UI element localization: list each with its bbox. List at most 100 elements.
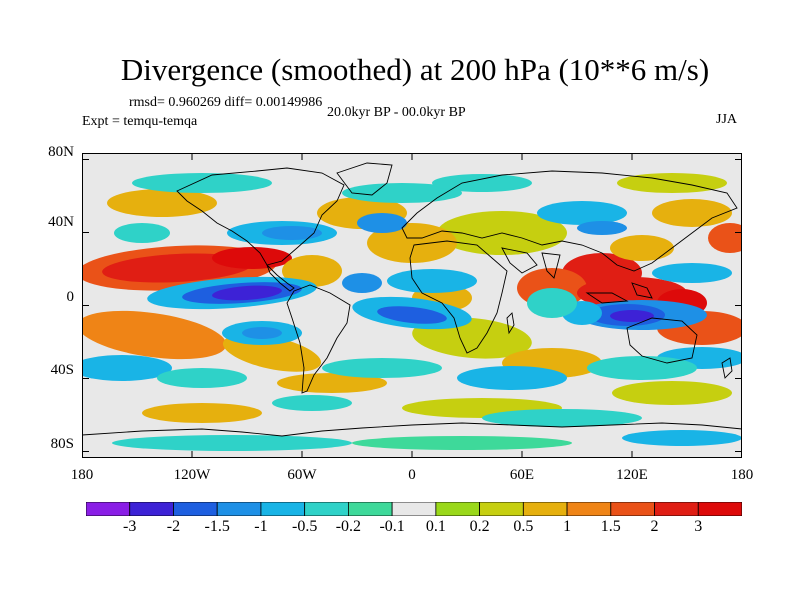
- contour-region: [457, 366, 567, 390]
- colorbar-swatch: [654, 502, 699, 516]
- contour-region: [342, 183, 462, 203]
- colorbar-label: -0.1: [379, 518, 405, 535]
- lon-label-120w: 120W: [173, 467, 211, 483]
- coastline: [631, 282, 653, 299]
- colorbar-label: -1: [254, 518, 268, 535]
- contour-region: [387, 269, 477, 293]
- colorbar-swatch: [216, 502, 262, 516]
- contour-region: [322, 358, 442, 378]
- lat-label-eq: 0: [66, 289, 75, 305]
- contour-region: [82, 355, 172, 381]
- contour-region: [622, 430, 742, 446]
- contour-region: [610, 310, 654, 322]
- lon-label-180w: 180: [70, 467, 94, 483]
- colorbar-swatch: [173, 502, 218, 516]
- contour-region: [262, 226, 322, 240]
- colorbar-label: 0.5: [513, 518, 534, 535]
- lon-label-60e: 60E: [509, 467, 535, 483]
- lon-label-180e: 180: [730, 467, 754, 483]
- colorbar-swatch: [435, 502, 481, 516]
- contour-region: [377, 306, 447, 324]
- stats-text: rmsd= 0.960269 diff= 0.00149986: [129, 95, 323, 110]
- coastline: [501, 247, 538, 274]
- lon-label-0: 0: [408, 467, 416, 483]
- colorbar-label: 1.5: [600, 518, 621, 535]
- contour-region: [242, 327, 282, 339]
- colorbar-label: 0.1: [425, 518, 446, 535]
- contour-region: [157, 368, 247, 388]
- colorbar-swatch: [391, 502, 437, 516]
- contour-region: [652, 199, 732, 227]
- season-label: JJA: [716, 112, 738, 127]
- contour-region: [132, 173, 272, 193]
- contour-region: [342, 273, 382, 293]
- colorbar-swatch: [566, 502, 612, 516]
- coastline: [176, 167, 345, 266]
- contour-region: [114, 223, 170, 243]
- coastline: [401, 170, 738, 272]
- colorbar-label: -2: [166, 518, 181, 535]
- coastline: [626, 317, 698, 364]
- colorbar-swatch: [86, 502, 131, 516]
- divergence-map: [82, 153, 742, 458]
- contour-region: [482, 409, 642, 427]
- contour-region: [277, 373, 387, 393]
- coastline: [266, 264, 295, 292]
- contour-region: [612, 381, 732, 405]
- contour-region: [610, 235, 674, 261]
- coastlines: [82, 162, 742, 437]
- contour-region: [587, 356, 697, 380]
- colorbar-label: -0.2: [335, 518, 362, 535]
- colorbar-swatch: [610, 502, 655, 516]
- coastline: [336, 162, 393, 196]
- colorbar-swatch: [260, 502, 306, 516]
- contour-region: [617, 173, 727, 193]
- map-title: Divergence (smoothed) at 200 hPa (10**6 …: [120, 52, 710, 87]
- contour-region: [708, 223, 742, 253]
- contour-region: [357, 213, 407, 233]
- period-label: 20.0kyr BP - 00.0kyr BP: [327, 105, 466, 120]
- coastline: [506, 312, 515, 335]
- coastline: [541, 252, 561, 279]
- lon-label-120e: 120E: [616, 467, 648, 483]
- colorbar-label: 3: [694, 518, 703, 535]
- lat-label-80s: 80S: [50, 436, 74, 452]
- colorbar: [86, 502, 742, 516]
- contour-region: [367, 223, 457, 263]
- contour-region: [272, 395, 352, 411]
- coastline: [585, 292, 629, 304]
- colorbar-swatch: [129, 502, 174, 516]
- colorbar-label: -3: [123, 518, 137, 535]
- colorbar-label: 0.2: [469, 518, 490, 535]
- contour-region: [352, 436, 572, 450]
- contour-region: [107, 189, 217, 217]
- contour-region: [212, 247, 292, 269]
- colorbar-label: 2: [650, 518, 659, 535]
- contour-region: [527, 288, 577, 318]
- lat-label-40n: 40N: [48, 214, 74, 230]
- contour-region: [82, 310, 227, 360]
- contour-region: [142, 403, 262, 423]
- colorbar-label: -0.5: [291, 518, 318, 535]
- colorbar-swatch: [304, 502, 349, 516]
- colorbar-label: 1: [563, 518, 572, 535]
- coastline: [286, 284, 351, 394]
- map-ticks: [82, 153, 742, 458]
- colorbar-swatch: [479, 502, 524, 516]
- lat-label-80n: 80N: [48, 144, 74, 160]
- colorbar-label: -1.5: [204, 518, 230, 535]
- coastline: [721, 357, 733, 379]
- contour-region: [112, 435, 352, 451]
- lon-label-60w: 60W: [287, 467, 317, 483]
- experiment-label: Expt = temqu-temqa: [82, 114, 198, 129]
- coastline: [409, 240, 508, 354]
- contour-region: [537, 201, 627, 225]
- contour-region: [577, 221, 627, 235]
- lat-label-40s: 40S: [50, 362, 74, 378]
- contour-region: [652, 263, 732, 283]
- contour-region: [212, 285, 282, 301]
- colorbar-swatch: [697, 502, 742, 516]
- contour-region: [432, 174, 532, 192]
- colorbar-swatch: [347, 502, 393, 516]
- coastline: [82, 422, 742, 437]
